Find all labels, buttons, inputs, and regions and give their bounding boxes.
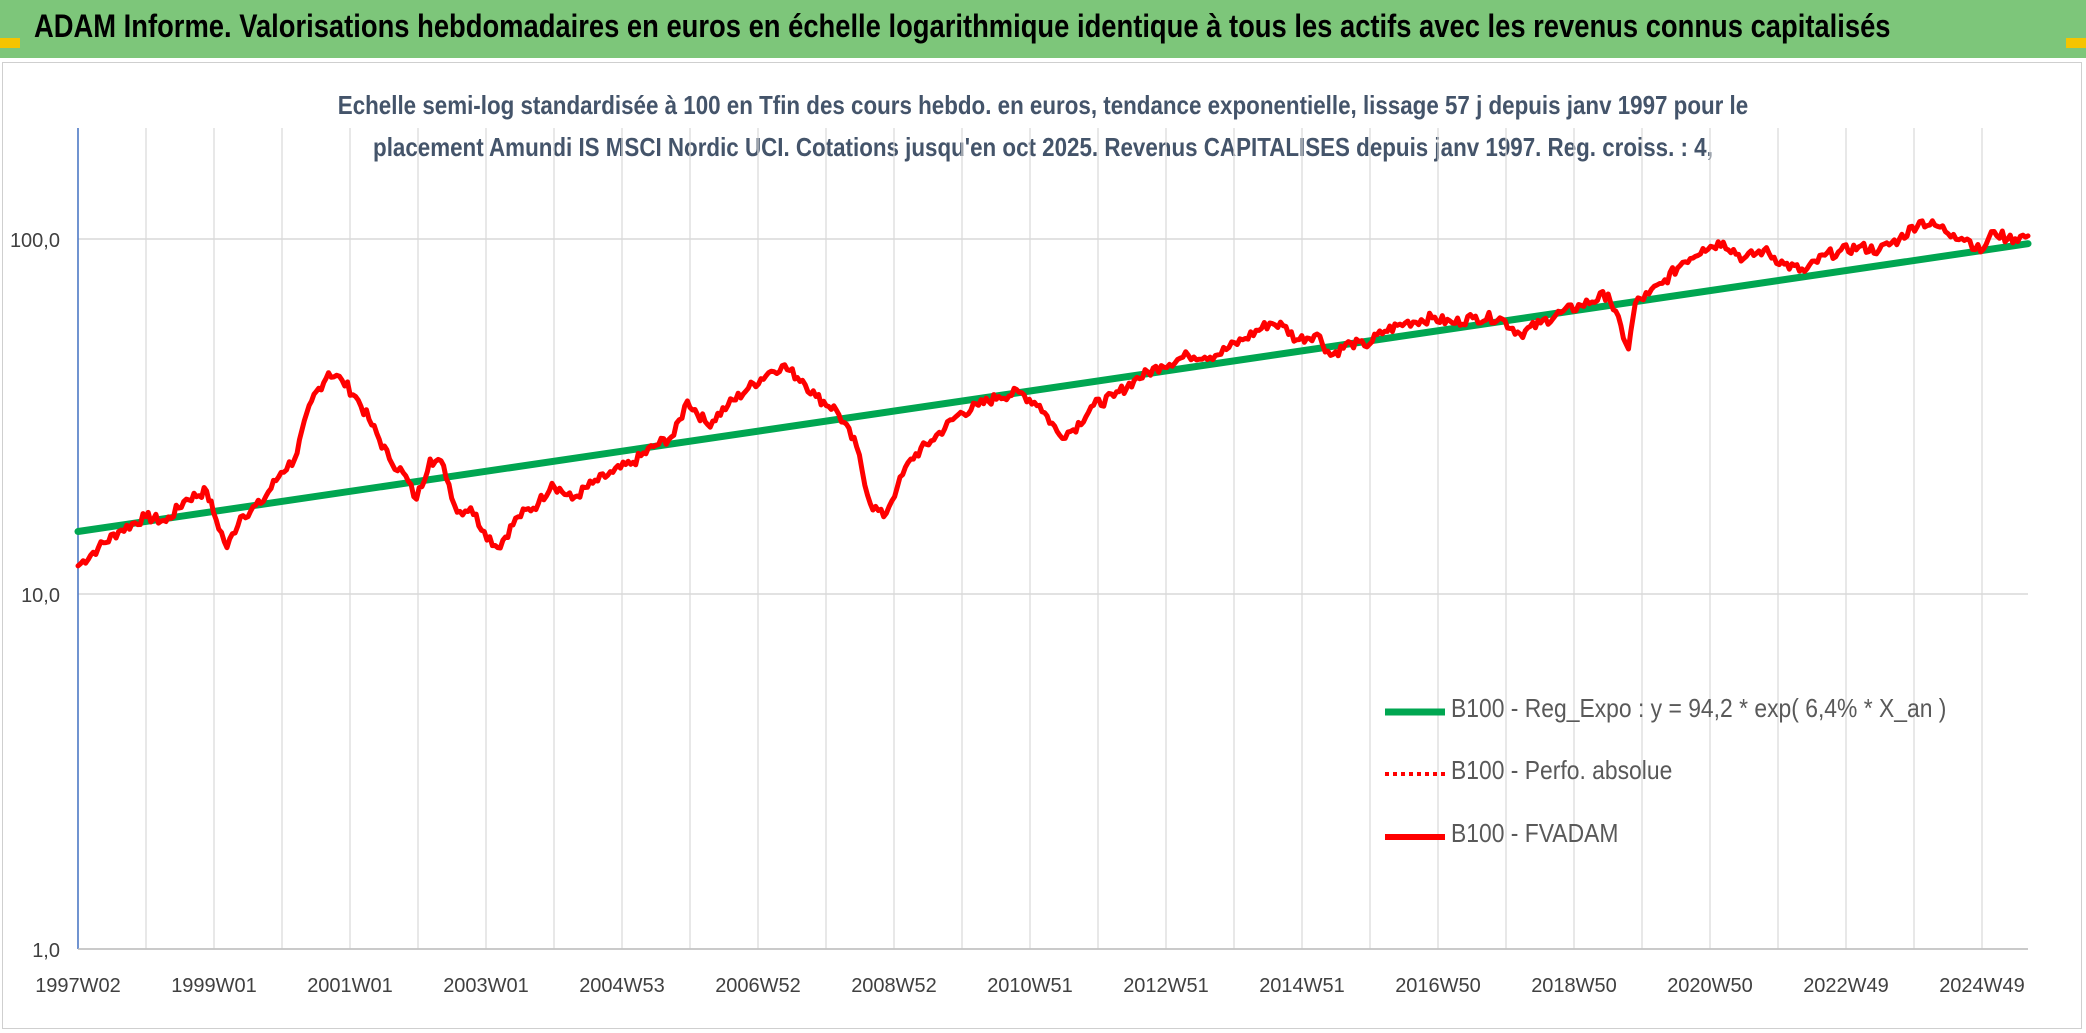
header-bar: ADAM Informe. Valorisations hebdomadaire… (0, 0, 2086, 58)
y-tick-label: 10,0 (21, 585, 60, 607)
x-tick-label: 2004W53 (579, 975, 665, 997)
x-tick-label: 2020W50 (1667, 975, 1753, 997)
x-tick-label: 2006W52 (715, 975, 801, 997)
corner-accent-left (0, 38, 20, 48)
legend-label-perfo: B100 - Perfo. absolue (1451, 755, 1673, 785)
x-tick-label: 2016W50 (1395, 975, 1481, 997)
corner-accent-right (2066, 38, 2086, 48)
report-title: ADAM Informe. Valorisations hebdomadaire… (34, 8, 1891, 44)
chart-frame (2, 62, 2082, 1029)
legend-swatch-perfo (1385, 772, 1445, 776)
x-tick-label: 2024W49 (1939, 975, 2025, 997)
chart-title-line-2: placement Amundi IS MSCI Nordic UCI. Cot… (373, 132, 1713, 162)
series-line-fvadam (75, 218, 2031, 569)
legend-label-fvadam: B100 - FVADAM (1451, 818, 1619, 848)
legend-label-trend: B100 - Reg_Expo : y = 94,2 * exp( 6,4% *… (1451, 693, 1947, 723)
y-tick-label: 1,0 (32, 940, 60, 962)
series-line-reg-expo (74, 240, 2032, 535)
x-tick-label: 2012W51 (1123, 975, 1209, 997)
x-tick-label: 2014W51 (1259, 975, 1345, 997)
x-tick-label: 2001W01 (307, 975, 393, 997)
x-tick-label: 2008W52 (851, 975, 937, 997)
y-tick-label: 100,0 (10, 230, 60, 252)
x-tick-label: 2018W50 (1531, 975, 1617, 997)
x-tick-label: 1997W02 (35, 975, 121, 997)
chart-title-line-1: Echelle semi-log standardisée à 100 en T… (337, 90, 1749, 120)
x-tick-label: 2010W51 (987, 975, 1073, 997)
x-tick-label: 1999W01 (171, 975, 257, 997)
x-tick-label: 2003W01 (443, 975, 529, 997)
legend-swatch-trend (1385, 708, 1445, 716)
legend-swatch-fvadam (1385, 834, 1445, 840)
x-tick-label: 2022W49 (1803, 975, 1889, 997)
